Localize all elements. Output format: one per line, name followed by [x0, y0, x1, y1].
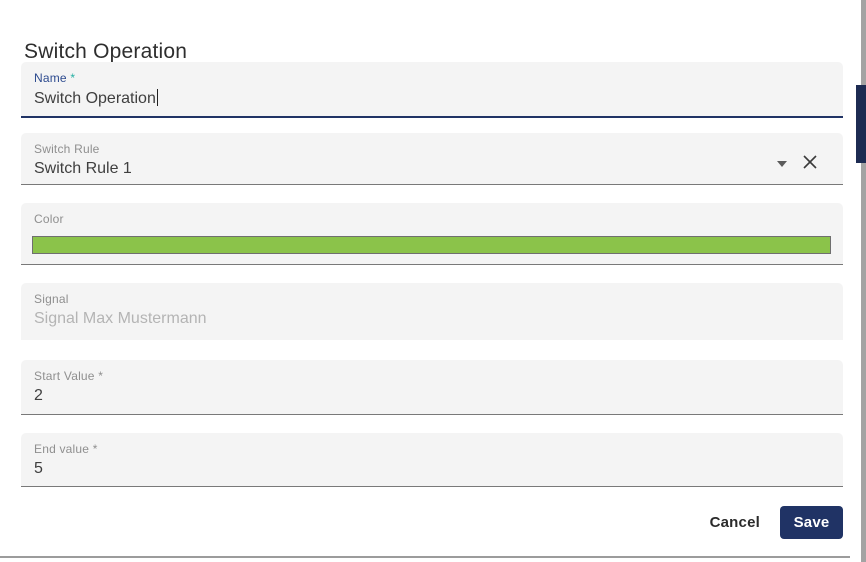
text-cursor	[156, 89, 158, 106]
signal-field-value: Signal Max Mustermann	[34, 310, 207, 327]
end-value-input[interactable]: 5	[34, 460, 43, 477]
scrollbar-thumb[interactable]	[856, 85, 866, 163]
required-asterisk: *	[70, 71, 76, 85]
end-value-label: End value *	[34, 442, 98, 456]
bottom-divider	[0, 556, 850, 558]
save-button[interactable]: Save	[780, 506, 843, 539]
signal-field: Signal Signal Max Mustermann	[21, 283, 843, 340]
cancel-button[interactable]: Cancel	[706, 508, 764, 537]
switch-rule-icons	[777, 153, 819, 171]
start-value-label: Start Value *	[34, 369, 104, 383]
name-field-label: Name *	[34, 71, 76, 85]
end-value-field[interactable]: End value * 5	[21, 433, 843, 487]
switch-rule-select[interactable]: Switch Rule Switch Rule 1	[21, 133, 843, 185]
scrollbar-track[interactable]	[861, 0, 866, 562]
switch-rule-value: Switch Rule 1	[34, 160, 132, 177]
signal-field-label: Signal	[34, 292, 69, 306]
color-field-label: Color	[34, 212, 64, 226]
name-input[interactable]: Switch Operation	[34, 89, 158, 107]
color-swatch[interactable]	[32, 236, 831, 254]
color-field[interactable]: Color	[21, 203, 843, 265]
start-value-input[interactable]: 2	[34, 387, 43, 404]
name-field[interactable]: Name * Switch Operation	[21, 62, 843, 118]
switch-rule-label: Switch Rule	[34, 142, 100, 156]
required-asterisk: *	[98, 369, 104, 383]
page-title: Switch Operation	[24, 40, 188, 64]
close-icon[interactable]	[801, 153, 819, 171]
start-value-field[interactable]: Start Value * 2	[21, 360, 843, 415]
dialog-actions: Cancel Save	[706, 506, 843, 539]
required-asterisk: *	[92, 442, 98, 456]
chevron-down-icon[interactable]	[777, 161, 787, 167]
